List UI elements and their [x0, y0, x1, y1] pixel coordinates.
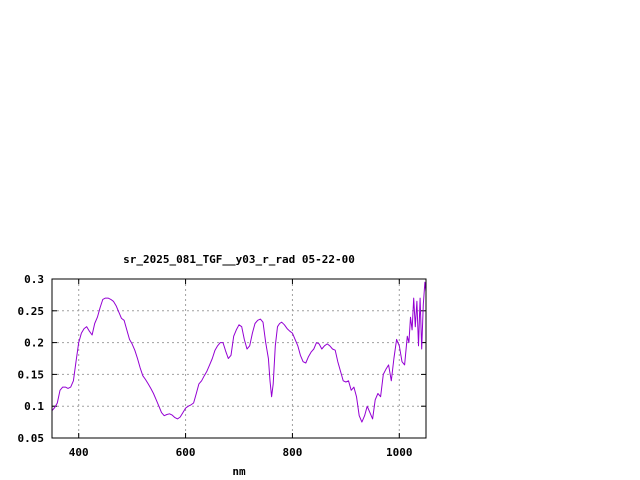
x-tick-label: 800 [282, 446, 302, 459]
y-tick-label: 0.05 [18, 432, 45, 445]
y-tick-label: 0.25 [18, 305, 45, 318]
y-tick-label: 0.1 [24, 400, 44, 413]
x-tick-label: 1000 [386, 446, 413, 459]
series-line [51, 281, 427, 423]
y-tick-label: 0.15 [18, 368, 45, 381]
chart-title: sr_2025_081_TGF__y03_r_rad 05-22-00 [123, 253, 355, 266]
y-tick-label: 0.2 [24, 337, 44, 350]
plot-frame [51, 278, 427, 439]
series-layer [51, 281, 427, 423]
x-axis-label: nm [232, 465, 246, 478]
tick-labels: 0.05 0.1 0.15 0.2 0.25 0.3 400 600 800 1000 [18, 273, 413, 459]
x-tick-label: 400 [69, 446, 89, 459]
grid [52, 279, 426, 438]
y-tick-label: 0.3 [24, 273, 44, 286]
x-tick-label: 600 [176, 446, 196, 459]
